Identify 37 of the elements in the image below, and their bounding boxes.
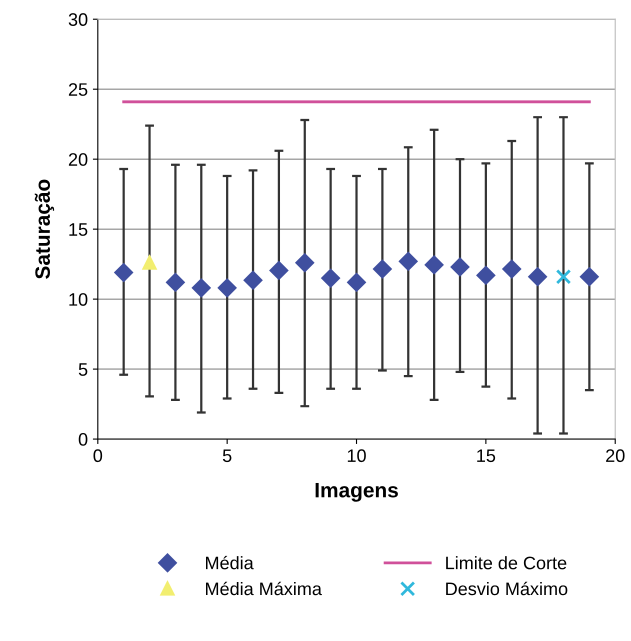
x-axis-title: Imagens bbox=[316, 482, 398, 502]
x-tick-label: 15 bbox=[477, 449, 496, 462]
point bbox=[502, 260, 521, 278]
legend-label: Desvio Máximo bbox=[446, 582, 568, 596]
y-tick-label: 10 bbox=[69, 293, 88, 306]
y-tick-label: 5 bbox=[78, 363, 88, 376]
y-tick-label: 25 bbox=[68, 83, 88, 96]
legend-label: Limite de Corte bbox=[446, 556, 566, 570]
point bbox=[142, 256, 156, 270]
point bbox=[218, 278, 236, 298]
point bbox=[556, 269, 572, 284]
point bbox=[244, 270, 262, 290]
point bbox=[270, 261, 288, 280]
legend-label: Média Máxima bbox=[206, 582, 322, 596]
y-tick-label: 0 bbox=[78, 433, 88, 446]
point bbox=[347, 273, 366, 292]
point bbox=[373, 260, 392, 278]
point bbox=[114, 263, 133, 282]
legend-label: Média bbox=[206, 556, 254, 570]
x-tick-label: 10 bbox=[348, 449, 366, 462]
point bbox=[580, 267, 599, 286]
point bbox=[166, 273, 185, 292]
y-tick-label: 15 bbox=[69, 223, 88, 236]
y-tick-label: 20 bbox=[68, 153, 88, 166]
point bbox=[192, 278, 211, 298]
point bbox=[399, 252, 418, 271]
point bbox=[321, 268, 340, 288]
point bbox=[296, 254, 314, 272]
x-tick-label: 0 bbox=[93, 449, 102, 462]
point bbox=[476, 266, 496, 285]
y-tick-label: 30 bbox=[68, 13, 88, 26]
point bbox=[528, 267, 547, 286]
y-axis-title: Saturação bbox=[34, 180, 54, 279]
point bbox=[424, 256, 444, 274]
x-tick-label: 5 bbox=[222, 449, 232, 462]
x-tick-label: 20 bbox=[606, 449, 625, 462]
point bbox=[450, 258, 470, 276]
